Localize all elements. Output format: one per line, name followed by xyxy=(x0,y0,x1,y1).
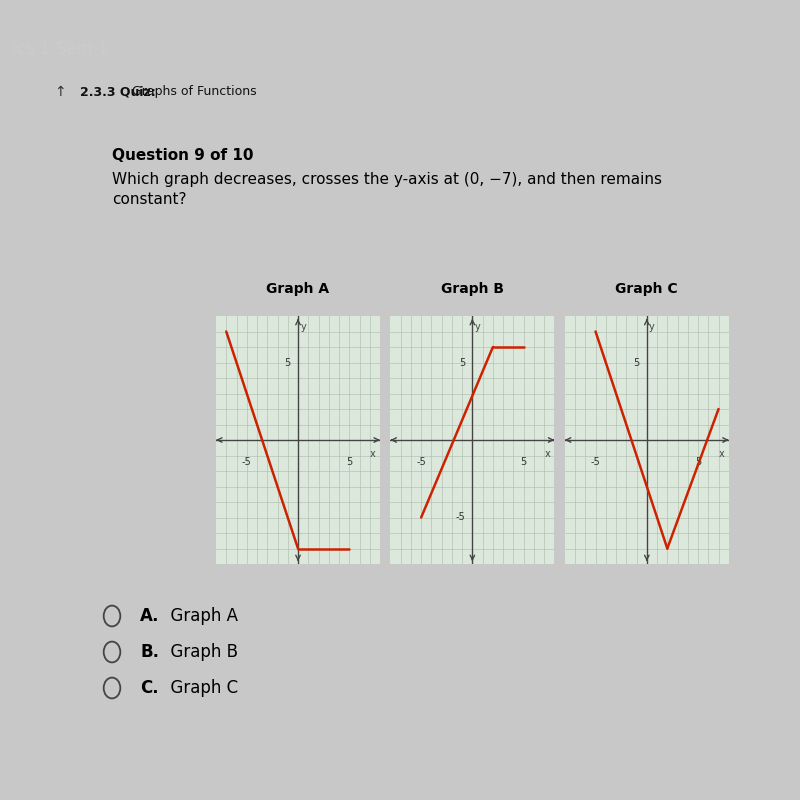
Text: y: y xyxy=(474,322,480,332)
Text: -5: -5 xyxy=(242,457,252,467)
Text: C.: C. xyxy=(140,679,158,697)
Text: Graph A: Graph A xyxy=(160,607,238,625)
Text: 5: 5 xyxy=(695,457,701,467)
Text: 5: 5 xyxy=(346,457,352,467)
Text: Graph C: Graph C xyxy=(615,282,678,296)
Text: x: x xyxy=(370,449,376,459)
Text: 2.3.3 Quiz:: 2.3.3 Quiz: xyxy=(80,86,156,98)
Text: 5: 5 xyxy=(634,358,640,367)
Text: 5: 5 xyxy=(285,358,291,367)
Text: A.: A. xyxy=(140,607,159,625)
Text: -5: -5 xyxy=(455,513,466,522)
Text: Question 9 of 10: Question 9 of 10 xyxy=(112,148,254,163)
Text: ics 1 Sem 1: ics 1 Sem 1 xyxy=(12,40,109,58)
Text: -5: -5 xyxy=(416,457,426,467)
Text: Graph A: Graph A xyxy=(266,282,330,296)
Text: Graph B: Graph B xyxy=(441,282,504,296)
Text: Which graph decreases, crosses the y-axis at (0, −7), and then remains: Which graph decreases, crosses the y-axi… xyxy=(112,172,662,187)
Text: y: y xyxy=(649,322,654,332)
Text: 5: 5 xyxy=(459,358,466,367)
Text: x: x xyxy=(718,449,725,459)
Text: 5: 5 xyxy=(521,457,526,467)
Text: Graph B: Graph B xyxy=(160,643,238,661)
Text: B.: B. xyxy=(140,643,159,661)
Text: constant?: constant? xyxy=(112,192,186,207)
Text: -5: -5 xyxy=(590,457,601,467)
Text: Graphs of Functions: Graphs of Functions xyxy=(124,86,257,98)
Text: ↑: ↑ xyxy=(54,85,66,99)
Text: y: y xyxy=(300,322,306,332)
Text: x: x xyxy=(544,449,550,459)
Text: Graph C: Graph C xyxy=(160,679,238,697)
